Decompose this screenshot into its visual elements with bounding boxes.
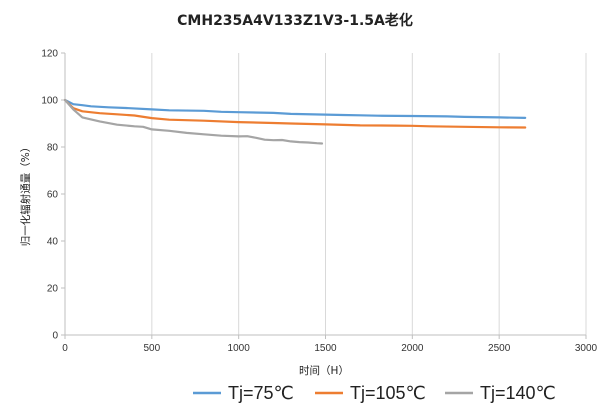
x-tick-label: 500 xyxy=(143,343,160,354)
x-tick-label: 1500 xyxy=(314,343,337,354)
y-tick-label: 100 xyxy=(41,96,58,107)
series-layer xyxy=(63,98,527,145)
tick-labels: 0 20 40 60 80 100 120 0 500 1000 1500 2000 2500 3000 xyxy=(41,49,597,355)
x-tick-label: 2000 xyxy=(401,343,424,354)
axis-layer xyxy=(61,52,587,339)
chart-legend: Tj=75℃ Tj=105℃ Tj=140℃ xyxy=(193,383,556,403)
x-tick-label: 1000 xyxy=(228,343,251,354)
x-axis-title: 时间（H） xyxy=(299,364,349,377)
y-tick-label: 40 xyxy=(47,237,59,248)
x-tick-label: 3000 xyxy=(575,343,598,354)
legend-label-1: Tj=75℃ xyxy=(228,383,294,403)
grid-layer xyxy=(151,53,587,335)
y-tick-label: 80 xyxy=(47,143,59,154)
series-line-1 xyxy=(63,98,527,120)
y-tick-label: 120 xyxy=(41,49,58,60)
y-tick-label: 0 xyxy=(52,331,58,342)
x-tick-label: 0 xyxy=(62,343,68,354)
series-line-3 xyxy=(63,98,324,145)
series-line-2 xyxy=(63,98,527,129)
legend-label-3: Tj=140℃ xyxy=(480,383,556,403)
y-axis-title: 归一化辐射通量（%） xyxy=(19,142,32,246)
y-tick-label: 20 xyxy=(47,284,59,295)
x-tick-label: 2500 xyxy=(488,343,511,354)
legend-label-2: Tj=105℃ xyxy=(350,383,426,403)
chart-title: CMH235A4V133Z1V3-1.5A老化 xyxy=(177,12,413,29)
y-tick-label: 60 xyxy=(47,190,59,201)
